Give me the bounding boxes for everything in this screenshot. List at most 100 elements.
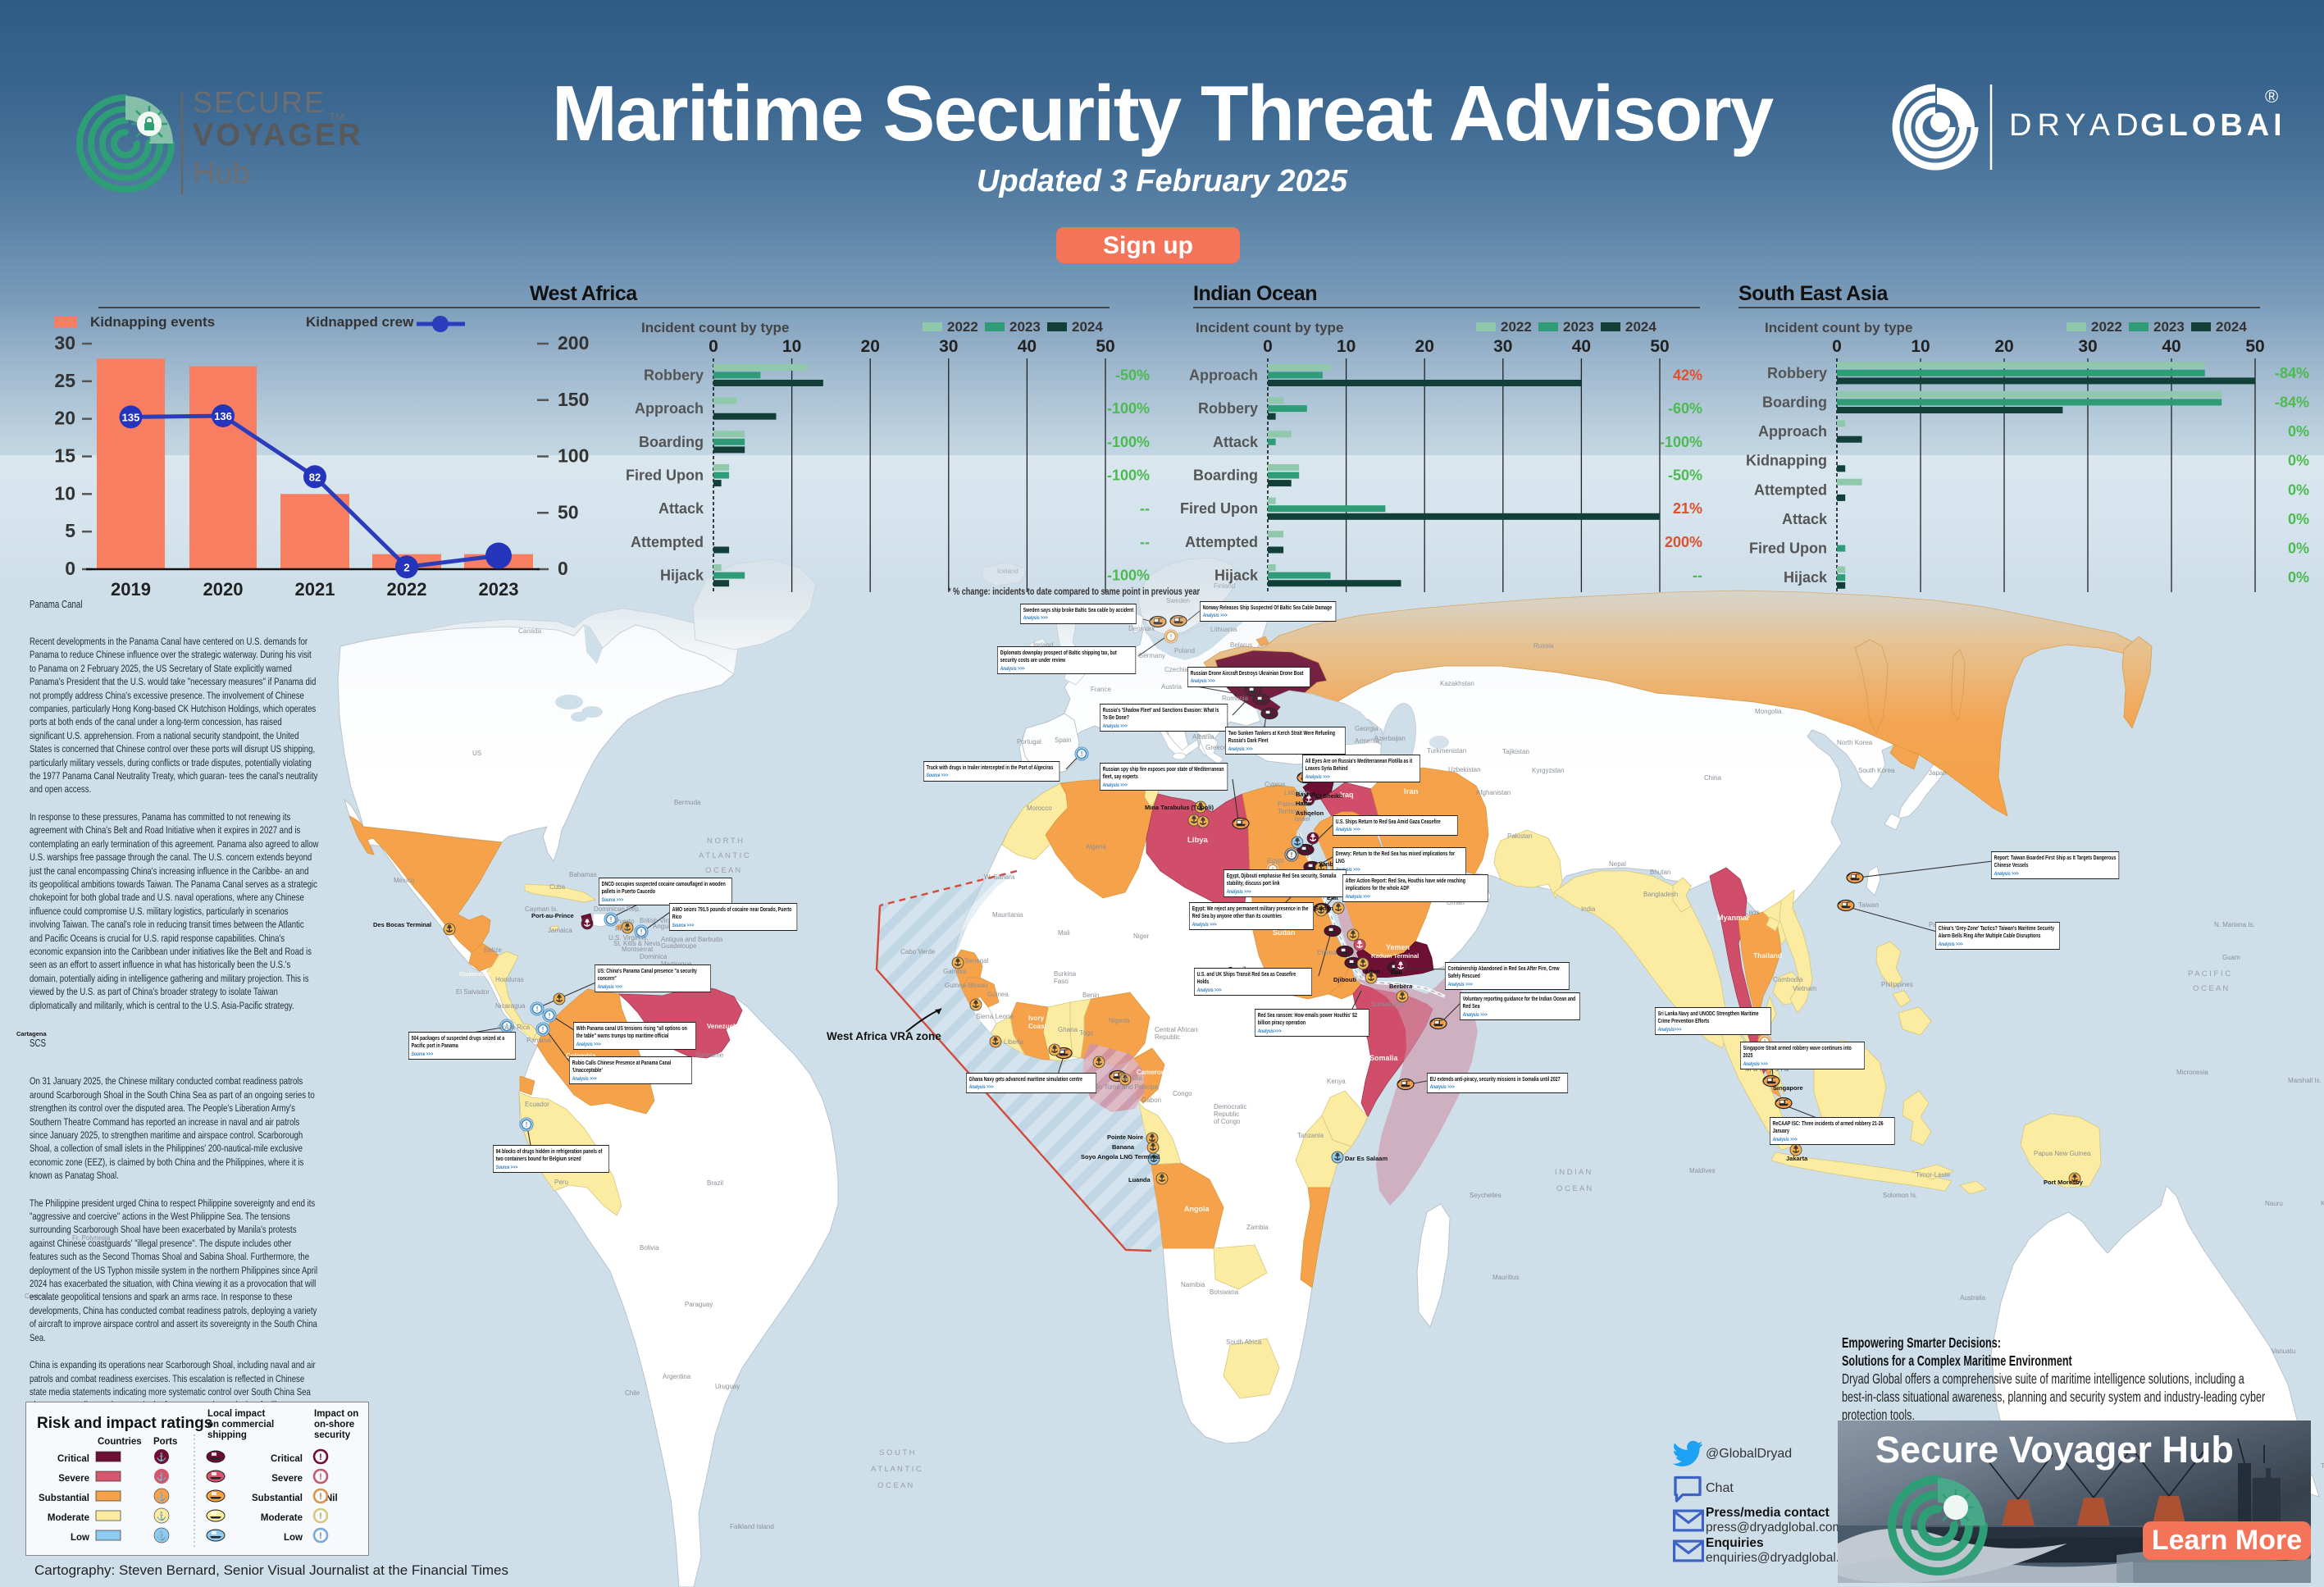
svg-text:!: ! [536,1005,539,1013]
svg-text:!: ! [610,915,613,923]
svg-text:Myanmar: Myanmar [1717,914,1750,922]
svg-text:Banana: Banana [1112,1143,1135,1151]
svg-text:-100%: -100% [1107,400,1150,417]
svg-text:Guadeloupe: Guadeloupe [661,942,697,950]
svg-text:I N D I A N: I N D I A N [1555,1168,1591,1177]
svg-text:Zambia: Zambia [1246,1224,1269,1231]
svg-text:Seychelles: Seychelles [1470,1192,1501,1199]
svg-text:Robbery: Robbery [644,367,704,383]
svg-text:Lithuania: Lithuania [1210,626,1237,633]
svg-text:Substantial: Substantial [39,1494,89,1503]
svg-text:Robbery: Robbery [1198,400,1258,417]
svg-text:Honduras: Honduras [495,976,524,983]
svg-text:St. Kitts & Nevis: St. Kitts & Nevis [613,940,660,947]
svg-text:200%: 200% [1665,534,1702,550]
svg-text:Dominican Rep.: Dominican Rep. [594,905,640,913]
svg-text:Ecuador: Ecuador [525,1101,549,1108]
svg-text:Kazakhstan: Kazakhstan [1440,680,1474,687]
svg-text:Singapore: Singapore [1773,1084,1803,1092]
svg-text:!: ! [1291,851,1293,859]
svg-text:Ghana: Ghana [1058,1026,1078,1033]
svg-text:-60%: -60% [1668,400,1702,417]
svg-text:Republic: Republic [1214,1110,1239,1118]
svg-text:São Tomé and Principe: São Tomé and Principe [1091,1083,1159,1091]
svg-text:Uzbekistan: Uzbekistan [1448,766,1481,773]
svg-text:Severe: Severe [271,1474,303,1484]
svg-text:0: 0 [1832,337,1842,356]
svg-text:Gabon: Gabon [1141,1097,1161,1104]
svg-text:Territories: Territories [1278,808,1306,815]
svg-text:O C E A N: O C E A N [1556,1184,1592,1193]
svg-text:Boarding: Boarding [639,434,704,450]
svg-text:Timor-Leste: Timor-Leste [1916,1171,1951,1179]
svg-text:--: -- [1693,568,1702,584]
svg-text:S O U T H: S O U T H [879,1448,915,1457]
svg-text:50: 50 [558,501,579,522]
svg-text:Senegal: Senegal [964,957,989,965]
svg-text:Aden: Aden [1365,968,1380,975]
svg-text:P A C I F I C: P A C I F I C [2188,969,2231,978]
svg-text:-100%: -100% [1107,568,1150,584]
svg-text:135: 135 [122,411,140,423]
svg-text:⚓: ⚓ [157,1530,166,1541]
svg-text:-84%: -84% [2275,394,2309,410]
svg-text:Cameroon: Cameroon [1137,1069,1169,1076]
svg-text:Palestinian: Palestinian [1278,800,1310,808]
svg-text:2023: 2023 [479,579,519,600]
svg-text:Fired Upon: Fired Upon [1180,500,1258,517]
svg-text:A T L A N T I C: A T L A N T I C [871,1465,922,1474]
svg-text:Yanbu: Yanbu [1319,860,1337,868]
svg-text:!: ! [542,1025,545,1033]
svg-text:!: ! [319,1531,322,1541]
svg-text:Cook Is.: Cook Is. [25,1293,48,1300]
svg-text:Portugal: Portugal [1017,738,1041,746]
svg-text:136: 136 [214,410,232,422]
svg-text:Germany: Germany [1138,652,1165,659]
svg-text:SECURE: SECURE [193,85,326,119]
svg-text:0%: 0% [2288,481,2309,498]
svg-text:Severe: Severe [58,1474,89,1484]
svg-text:Dar Es Salaam: Dar Es Salaam [1345,1155,1388,1162]
svg-text:Pointe Noire: Pointe Noire [1107,1133,1143,1141]
svg-text:Eritrea: Eritrea [1317,949,1337,956]
svg-text:⚓: ⚓ [157,1471,166,1482]
svg-text:O C E A N: O C E A N [877,1481,913,1490]
svg-text:!: ! [1081,750,1083,758]
svg-text:Guam: Guam [2222,954,2240,961]
svg-text:Taiwan: Taiwan [1858,901,1879,909]
svg-text:Jakarta: Jakarta [1786,1155,1808,1162]
svg-text:Fired Upon: Fired Upon [1749,540,1827,557]
svg-text:Hijack: Hijack [660,568,704,584]
svg-text:⚓: ⚓ [157,1491,166,1502]
svg-text:shipping: shipping [207,1430,247,1440]
svg-text:Cayman Is.: Cayman Is. [525,905,558,913]
svg-text:Thailand: Thailand [1753,951,1782,960]
svg-text:North Korea: North Korea [1837,739,1873,746]
svg-text:30: 30 [1493,337,1512,356]
svg-text:China: China [1704,774,1721,782]
svg-text:Bahamas: Bahamas [569,871,597,878]
svg-text:Botswana: Botswana [1210,1288,1239,1296]
svg-text:0: 0 [1263,337,1273,356]
svg-text:South Korea: South Korea [1858,767,1895,774]
svg-text:150: 150 [558,389,589,410]
svg-text:Nepal: Nepal [1609,860,1626,868]
svg-text:Kidnapping: Kidnapping [1746,453,1827,469]
svg-text:Approach: Approach [635,400,704,417]
svg-text:US: US [472,750,481,757]
svg-text:Moderate: Moderate [48,1513,89,1523]
svg-text:-50%: -50% [1668,467,1702,484]
svg-text:Antigua and Barbuda: Antigua and Barbuda [661,936,723,943]
svg-text:O C E A N: O C E A N [2193,984,2228,993]
svg-text:!: ! [549,1011,551,1019]
svg-text:!: ! [319,1512,322,1521]
svg-text:Egypt: Egypt [1267,857,1284,864]
svg-text:!: ! [319,1492,322,1502]
svg-text:VOYAGER: VOYAGER [193,118,363,153]
svg-text:Substantial: Substantial [252,1494,303,1503]
svg-text:Radum Terminal: Radum Terminal [1371,952,1419,960]
svg-text:!: ! [319,1452,322,1462]
svg-text:Somaliland: Somaliland [1371,1001,1404,1008]
svg-text:Bangladesh: Bangladesh [1643,891,1678,898]
svg-text:Bolivia: Bolivia [640,1244,659,1252]
